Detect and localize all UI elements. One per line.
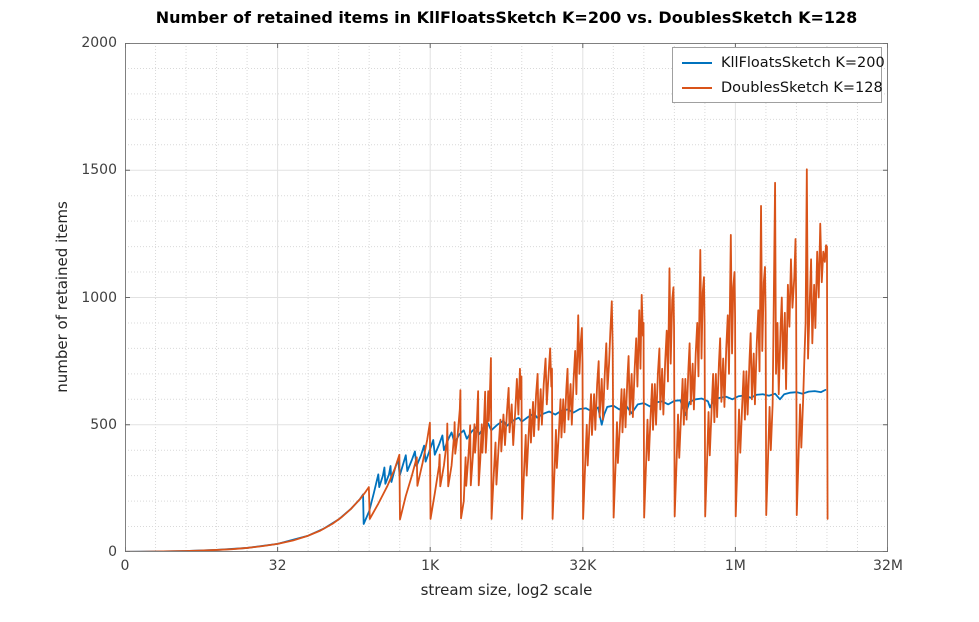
legend-item: KllFloatsSketch K=200: [682, 52, 885, 74]
legend-item: DoublesSketch K=128: [682, 77, 883, 99]
legend-label: KllFloatsSketch K=200: [721, 54, 885, 71]
series-line-doublessketch-k-128: [125, 168, 829, 552]
y-tick-label: 0: [108, 544, 117, 560]
x-tick-label: 32K: [569, 558, 597, 574]
legend-label: DoublesSketch K=128: [721, 79, 883, 96]
y-tick-label: 2000: [81, 35, 117, 51]
legend-line-swatch: [682, 61, 712, 64]
legend-line-swatch: [682, 86, 712, 89]
x-tick-label: 32M: [873, 558, 903, 574]
legend: KllFloatsSketch K=200 DoublesSketch K=128: [672, 47, 885, 103]
chart-title: Number of retained items in KllFloatsSke…: [155, 8, 858, 27]
x-tick-label: 32: [268, 558, 287, 574]
y-tick-label: 500: [90, 416, 117, 433]
x-tick-label: 1M: [724, 558, 746, 574]
series-line-kllfloatssketch-k-200: [125, 388, 827, 552]
plot-area: [125, 43, 888, 552]
x-tick-label: 0: [120, 558, 130, 574]
plot-canvas: [125, 43, 888, 552]
x-axis-label: stream size, log2 scale: [420, 581, 593, 599]
y-tick-label: 1500: [81, 162, 117, 179]
x-tick-label: 1K: [421, 558, 440, 574]
y-axis-label: number of retained items: [53, 201, 71, 393]
y-tick-label: 1000: [81, 289, 117, 306]
